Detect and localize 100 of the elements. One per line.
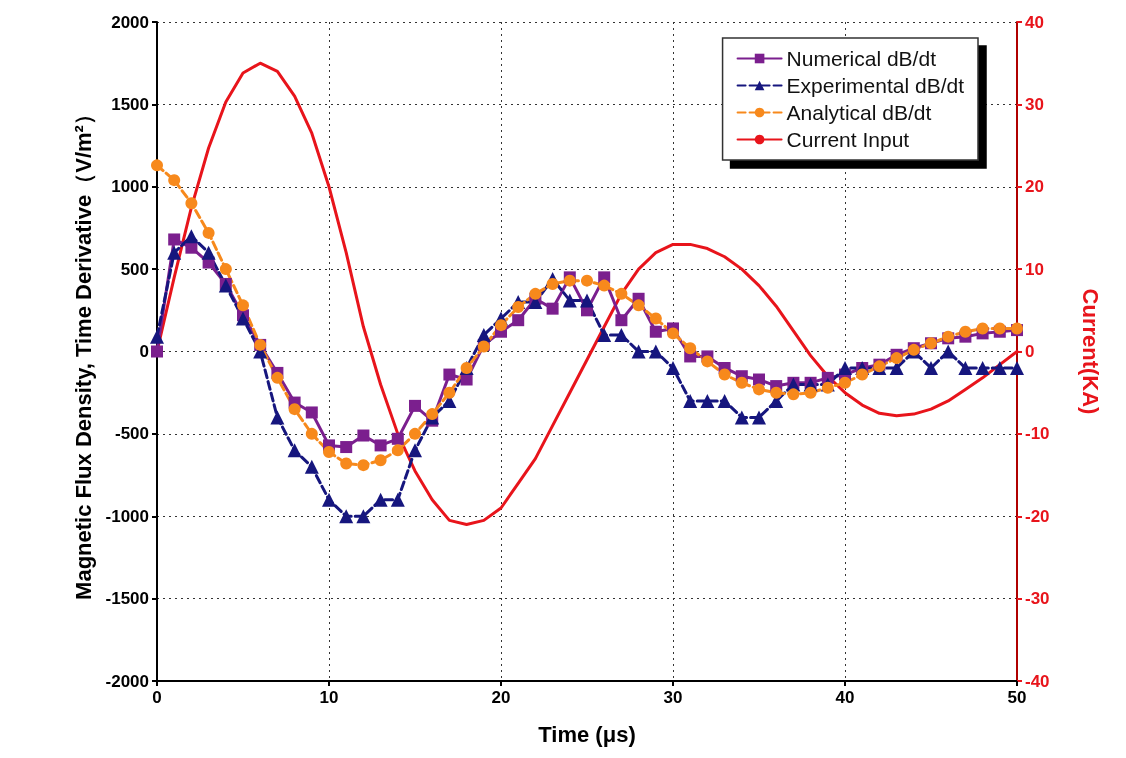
y-tick-label: 2000 bbox=[111, 12, 149, 32]
point bbox=[546, 277, 559, 290]
y2-axis-title: Current(KA) bbox=[1077, 288, 1103, 415]
point bbox=[701, 355, 714, 368]
legend-label: Numerical dB/dt bbox=[786, 47, 937, 70]
point bbox=[804, 386, 817, 399]
point bbox=[391, 432, 404, 445]
point bbox=[322, 492, 336, 507]
point bbox=[408, 443, 422, 458]
point bbox=[648, 344, 663, 359]
point bbox=[753, 383, 765, 396]
y-tick-label: 1500 bbox=[111, 94, 149, 114]
point bbox=[614, 328, 629, 343]
x-tick-label: 30 bbox=[663, 688, 683, 707]
legend-label: Experimental dB/dt bbox=[786, 74, 965, 97]
point bbox=[976, 322, 989, 335]
point bbox=[1010, 360, 1024, 375]
point bbox=[236, 311, 250, 326]
point bbox=[288, 403, 301, 416]
x-tick-label: 40 bbox=[835, 688, 855, 707]
point bbox=[270, 410, 285, 425]
point bbox=[512, 314, 525, 327]
point bbox=[374, 439, 387, 452]
point bbox=[443, 368, 456, 381]
point bbox=[683, 393, 698, 408]
point bbox=[924, 360, 938, 375]
point bbox=[941, 344, 956, 359]
y-tick-label: -2000 bbox=[105, 671, 149, 691]
point bbox=[426, 408, 439, 421]
point bbox=[443, 386, 456, 399]
point bbox=[184, 229, 199, 244]
point bbox=[684, 342, 697, 355]
point bbox=[649, 325, 662, 338]
point bbox=[890, 352, 903, 365]
point bbox=[615, 314, 628, 327]
y2-tick-label: 20 bbox=[1025, 177, 1044, 197]
point bbox=[391, 444, 404, 457]
point bbox=[374, 454, 387, 467]
point bbox=[856, 368, 869, 381]
point bbox=[975, 360, 990, 375]
y2-tick-label: -20 bbox=[1025, 506, 1050, 526]
point bbox=[580, 293, 594, 308]
point bbox=[373, 492, 388, 507]
point bbox=[356, 509, 371, 524]
point bbox=[529, 287, 542, 300]
point bbox=[562, 293, 577, 308]
x-tick-label: 50 bbox=[1007, 688, 1027, 707]
y-tick-label: -500 bbox=[114, 424, 149, 444]
point bbox=[838, 360, 852, 375]
point bbox=[340, 457, 353, 470]
point bbox=[770, 386, 783, 399]
point bbox=[752, 410, 766, 425]
point bbox=[959, 325, 972, 338]
point bbox=[597, 328, 612, 343]
point bbox=[632, 299, 645, 312]
point bbox=[581, 274, 593, 287]
point bbox=[185, 197, 198, 210]
point bbox=[409, 427, 421, 440]
point bbox=[237, 299, 249, 312]
x-axis-title: Time (μs) bbox=[538, 721, 636, 747]
x-tick-label: 10 bbox=[319, 688, 339, 707]
point bbox=[305, 427, 318, 440]
point bbox=[219, 263, 232, 276]
point bbox=[185, 241, 198, 254]
point bbox=[649, 312, 662, 325]
legend-label: Analytical dB/dt bbox=[786, 101, 932, 124]
point bbox=[787, 388, 800, 401]
point bbox=[304, 459, 319, 474]
y2-tick-label: -10 bbox=[1025, 424, 1050, 444]
y2-tick-label: -40 bbox=[1025, 671, 1050, 691]
point bbox=[340, 441, 353, 454]
point bbox=[546, 302, 559, 315]
point bbox=[201, 245, 216, 260]
point bbox=[168, 233, 181, 246]
y-tick-label: -1500 bbox=[105, 589, 149, 609]
point bbox=[168, 174, 181, 187]
point bbox=[167, 245, 182, 260]
y2-tick-label: 30 bbox=[1025, 94, 1044, 114]
point bbox=[150, 329, 164, 344]
point bbox=[357, 429, 370, 442]
y2-tick-label: 40 bbox=[1025, 12, 1044, 32]
point bbox=[631, 344, 646, 359]
x-tick-label: 0 bbox=[152, 688, 162, 707]
y2-tick-label: 0 bbox=[1025, 342, 1035, 361]
point bbox=[735, 376, 748, 389]
point bbox=[512, 301, 525, 314]
point bbox=[390, 492, 405, 507]
point bbox=[666, 360, 680, 375]
point bbox=[958, 360, 973, 375]
point bbox=[667, 327, 679, 340]
point bbox=[718, 368, 731, 381]
point bbox=[409, 399, 421, 412]
point bbox=[615, 287, 628, 300]
point bbox=[151, 345, 163, 358]
point bbox=[305, 406, 318, 419]
point bbox=[357, 459, 370, 472]
point bbox=[460, 373, 473, 386]
y2-tick-label: -30 bbox=[1025, 589, 1050, 609]
point bbox=[287, 443, 302, 458]
y2-tick-label: 10 bbox=[1025, 259, 1044, 279]
